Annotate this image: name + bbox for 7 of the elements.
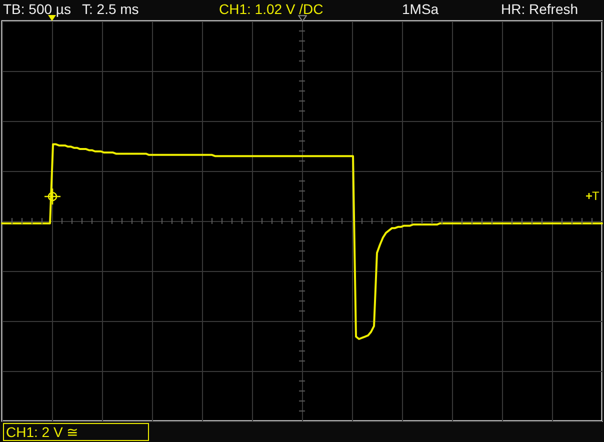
text: HR: Refresh [501,1,578,17]
text: CH1: 1.02 V /DC [219,1,324,17]
text: CH1: 2 V ≅ [6,424,79,440]
text: 1MSa [402,1,439,17]
text: TB: 500 µs [3,1,71,17]
text: T: 2.5 ms [82,1,139,17]
annotation: T [592,189,600,203]
